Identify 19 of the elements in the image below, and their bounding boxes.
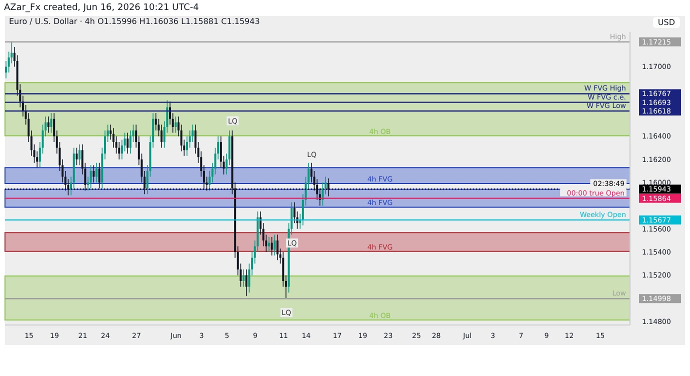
- chart-title: Euro / U.S. Dollar · 4h O1.15996 H1.16036 L1.15881 C1.15943: [9, 17, 260, 26]
- candlestick: [242, 269, 245, 288]
- candlestick: [245, 269, 248, 296]
- candlestick: [50, 112, 52, 134]
- candlestick: [96, 162, 98, 183]
- candlestick: [274, 234, 276, 256]
- chart-subtitle: AZar_Fx created, Jun 16, 2026 10:21 UTC-4: [4, 3, 199, 13]
- candlestick: [47, 116, 50, 134]
- candlestick: [76, 147, 78, 166]
- candlestick: [126, 132, 129, 154]
- candlestick: [78, 144, 81, 166]
- candlestick: [98, 162, 100, 189]
- candlestick: [92, 164, 95, 183]
- y-axis-title: USD: [652, 17, 680, 28]
- candlestick: [276, 234, 278, 261]
- candlestick: [174, 116, 177, 134]
- candlestick: [270, 236, 273, 256]
- candlestick: [327, 178, 330, 197]
- candlestick: [90, 164, 92, 189]
